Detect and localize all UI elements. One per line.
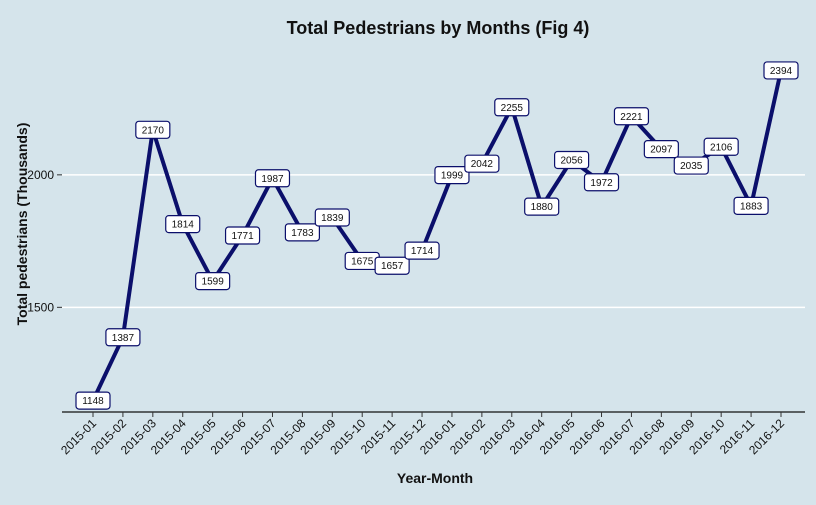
data-label-box <box>374 256 410 275</box>
data-label-text: 1839 <box>321 213 344 224</box>
data-label-box <box>643 140 679 159</box>
data-label-box <box>464 154 500 173</box>
data-label-box <box>434 166 470 185</box>
data-label-text: 1675 <box>351 256 374 267</box>
gridlines <box>62 174 805 309</box>
data-label-box <box>135 120 171 139</box>
data-label: 1999 <box>434 166 470 185</box>
data-label-text: 2394 <box>770 66 793 77</box>
data-label-box <box>703 137 739 156</box>
data-label: 1714 <box>404 241 440 260</box>
data-label-box <box>554 150 590 170</box>
data-label-text: 1999 <box>441 171 464 182</box>
data-label: 2394 <box>763 61 799 80</box>
data-label: 1839 <box>314 208 350 227</box>
data-label-text: 1657 <box>381 261 404 272</box>
data-label: 2042 <box>464 154 500 173</box>
data-label: 1814 <box>165 215 201 234</box>
data-label-box <box>583 173 620 192</box>
data-label: 1987 <box>254 169 291 188</box>
data-label-text: 2042 <box>471 159 494 170</box>
data-label-text: 1987 <box>261 174 284 185</box>
data-label: 1675 <box>344 251 380 271</box>
data-label-text: 1771 <box>231 231 254 242</box>
data-label-text: 2035 <box>680 161 703 172</box>
y-axis-title: Total pedestrians (Thousands) <box>14 123 30 326</box>
data-label: 2170 <box>135 120 171 139</box>
data-label: 1599 <box>195 271 231 291</box>
data-label-box <box>165 215 201 234</box>
data-label: 2255 <box>494 98 530 117</box>
data-label: 2056 <box>554 150 590 170</box>
data-label-text: 1714 <box>411 246 434 257</box>
x-axis-title: Year-Month <box>397 470 473 486</box>
data-label-text: 1814 <box>172 220 195 231</box>
chart-title: Total Pedestrians by Months (Fig 4) <box>287 18 590 38</box>
y-axis-ticks: 1500 2000 <box>27 168 62 314</box>
data-label-text: 1880 <box>531 202 554 213</box>
data-label-text: 2255 <box>501 103 524 114</box>
data-label: 1783 <box>284 223 320 242</box>
data-label-box <box>404 241 440 260</box>
data-label: 1387 <box>105 328 141 347</box>
data-label: 1972 <box>583 173 620 192</box>
data-label-text: 1599 <box>202 277 225 288</box>
series-line-layer <box>91 69 783 402</box>
data-label: 2035 <box>673 156 709 175</box>
y-tick-label: 1500 <box>27 300 54 314</box>
data-label-box <box>75 391 111 410</box>
data-label-box <box>673 156 709 175</box>
data-label-text: 1883 <box>740 201 763 212</box>
data-label-box <box>254 169 291 188</box>
data-label-box <box>763 61 799 80</box>
data-label-box <box>284 223 320 242</box>
data-label-text: 1148 <box>82 396 104 407</box>
data-label-text: 1387 <box>112 333 135 344</box>
data-label-text: 2097 <box>650 145 673 156</box>
data-label: 1148 <box>75 391 111 410</box>
data-label-text: 2056 <box>560 156 583 167</box>
data-label-text: 1972 <box>590 178 613 189</box>
data-label: 2221 <box>613 107 650 126</box>
data-label-box <box>524 197 560 216</box>
data-label: 1880 <box>524 197 560 216</box>
y-tick-label: 2000 <box>27 168 54 182</box>
data-label-text: 2221 <box>620 112 643 123</box>
data-label-box <box>494 98 530 117</box>
data-label-box <box>314 208 350 227</box>
data-label: 1657 <box>374 256 410 275</box>
x-axis-ticks: 2015-012015-022015-032015-042015-052015-… <box>58 412 787 457</box>
data-label-box <box>195 271 231 291</box>
data-label-text: 2170 <box>142 125 165 136</box>
data-label-box <box>105 328 141 347</box>
data-label-text: 1783 <box>291 228 314 239</box>
data-label: 2106 <box>703 137 739 156</box>
data-label: 2097 <box>643 140 679 159</box>
data-label-text: 2106 <box>710 142 733 153</box>
data-labels: 1148 1387 2170 1814 1599 1771 1987 1783 1839 1675… <box>75 61 799 410</box>
data-label: 1883 <box>733 196 769 215</box>
data-label-box <box>733 196 769 215</box>
series-line <box>91 69 783 402</box>
data-label-box <box>613 107 650 126</box>
data-label: 1771 <box>224 226 261 245</box>
data-label-box <box>224 226 261 245</box>
